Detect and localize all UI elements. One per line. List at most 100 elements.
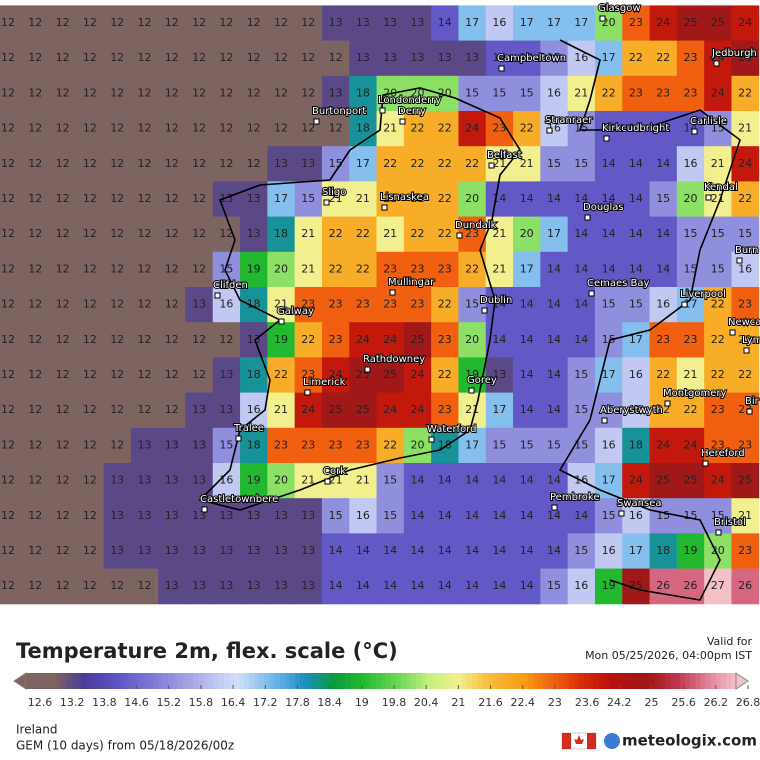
temperature-cell (485, 5, 514, 42)
temperature-cell (403, 75, 432, 112)
temperature-label: 14 (492, 509, 506, 522)
temperature-label: 16 (219, 298, 233, 311)
temperature-cell (458, 146, 487, 182)
temperature-cell (158, 75, 186, 112)
colorbar-segment (609, 673, 615, 689)
temperature-cell (594, 40, 623, 77)
colorbar-tick-label: 25 (644, 696, 658, 709)
temperature-cell (731, 533, 760, 570)
temperature-label: 12 (192, 122, 206, 135)
temperature-label: 15 (574, 157, 588, 170)
colorbar-segment (31, 673, 37, 689)
temperature-cell (158, 216, 186, 253)
temperature-cell (103, 392, 132, 429)
temperature-label: 22 (438, 192, 452, 205)
colorbar-segment (365, 673, 372, 689)
temperature-cell (403, 322, 432, 358)
temperature-cell (485, 533, 514, 570)
temperature-label: 12 (28, 16, 42, 29)
temperature-label: 13 (138, 474, 152, 487)
temperature-label: 25 (411, 333, 425, 346)
temperature-cell (130, 181, 159, 218)
temperature-label: 24 (356, 333, 370, 346)
colorbar-segment (137, 673, 144, 689)
temperature-cell (0, 287, 23, 323)
temperature-label: 22 (738, 86, 752, 99)
temperature-cell (485, 357, 514, 394)
temperature-label: 14 (492, 51, 506, 64)
temperature-cell (349, 216, 378, 253)
temperature-label: 14 (602, 262, 616, 275)
temperature-label: 22 (301, 333, 315, 346)
temperature-cell (76, 181, 105, 218)
temperature-label: 13 (383, 51, 397, 64)
temperature-cell (540, 463, 569, 499)
temperature-cell (349, 568, 378, 605)
temperature-label: 14 (438, 544, 452, 557)
temperature-cell (594, 75, 623, 112)
temperature-label: 20 (274, 474, 288, 487)
temperature-cell (567, 251, 596, 288)
temperature-label: 13 (219, 579, 233, 592)
temperature-label: 13 (411, 16, 425, 29)
colorbar-segment (335, 673, 342, 689)
place-marker (381, 204, 388, 211)
temperature-label: 14 (629, 262, 643, 275)
temperature-cell (0, 357, 23, 394)
temperature-cell (704, 322, 732, 358)
temperature-label: 15 (711, 227, 725, 240)
temperature-label: 19 (274, 333, 288, 346)
temperature-cell (0, 498, 23, 534)
temperature-cell (431, 111, 459, 147)
temperature-cell (540, 287, 569, 323)
colorbar-segment (604, 673, 610, 689)
temperature-label: 12 (329, 122, 343, 135)
temperature-cell (349, 146, 378, 182)
temperature-cell (321, 427, 350, 464)
temperature-cell (240, 216, 268, 253)
temperature-label: 12 (165, 192, 179, 205)
temperature-cell (0, 146, 23, 182)
temperature-label: 12 (56, 333, 70, 346)
colorbar-tick-label: 23.6 (575, 696, 600, 709)
temperature-label: 20 (684, 192, 698, 205)
colorbar-segment (421, 673, 428, 689)
temperature-cell (540, 40, 569, 77)
temperature-cell (21, 498, 50, 534)
colorbar-tick-label: 17.8 (285, 696, 310, 709)
colorbar-segment (193, 673, 200, 689)
temperature-label: 14 (411, 509, 425, 522)
temperature-cell (704, 568, 732, 605)
place-label: Kendal (704, 182, 738, 193)
colorbar-segment (233, 673, 240, 689)
place-label: Gorey (467, 375, 497, 386)
temperature-cell (294, 146, 323, 182)
temperature-cell (240, 568, 268, 605)
colorbar-tick-label: 12.6 (28, 696, 53, 709)
temperature-cell (294, 251, 323, 288)
temperature-cell (294, 463, 323, 499)
temperature-label: 14 (520, 579, 534, 592)
temperature-label: 22 (738, 368, 752, 381)
temperature-label: 12 (56, 227, 70, 240)
temperature-label: 22 (656, 368, 670, 381)
temperature-label: 12 (165, 122, 179, 135)
place-label: Tralee (233, 423, 264, 434)
temperature-cell (130, 322, 159, 358)
temperature-cell (48, 357, 77, 394)
temperature-label: 14 (492, 298, 506, 311)
temperature-cell (21, 40, 50, 77)
temperature-cell (458, 40, 487, 77)
colorbar-tick-label: 24.2 (607, 696, 632, 709)
colorbar-segment (614, 673, 620, 689)
temperature-label: 12 (165, 262, 179, 275)
temperature-label: 23 (438, 333, 452, 346)
temperature-cell (594, 533, 623, 570)
temperature-label: 12 (1, 262, 15, 275)
temperature-cell (212, 111, 241, 147)
temperature-cell (0, 568, 23, 605)
temperature-cell (376, 357, 405, 394)
temperature-label: 14 (602, 157, 616, 170)
temperature-label: 13 (192, 474, 206, 487)
place-marker (323, 199, 330, 206)
